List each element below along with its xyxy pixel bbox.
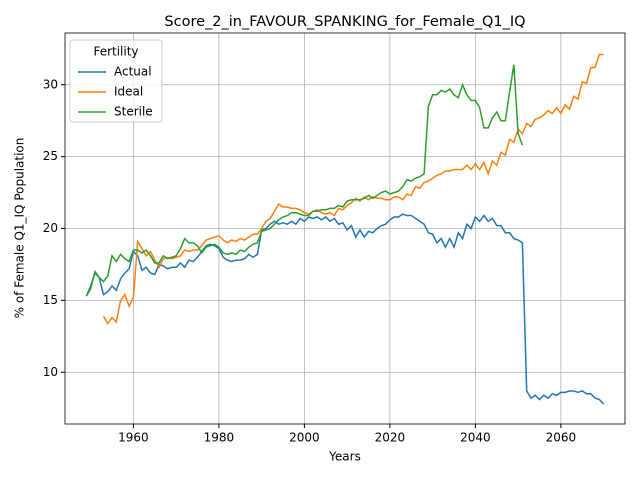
y-tick-label: 15 <box>43 293 58 307</box>
y-tick-label: 25 <box>43 149 58 163</box>
line-series <box>102 53 604 325</box>
legend-label: Actual <box>114 65 152 79</box>
x-tick-label: 2000 <box>289 431 320 445</box>
y-tick-label: 10 <box>43 365 58 379</box>
x-tick-label: 1960 <box>118 431 149 445</box>
y-axis-label: % of Female Q1_IQ Population <box>13 138 27 319</box>
y-tick-label: 20 <box>43 221 58 235</box>
legend-label: Sterile <box>114 105 153 119</box>
x-tick-label: 1980 <box>204 431 235 445</box>
legend-box <box>69 39 163 123</box>
x-tick-label: 2060 <box>546 431 577 445</box>
plot-frame <box>64 32 626 425</box>
x-axis-label: Years <box>328 450 361 464</box>
x-tick-label: 2020 <box>375 431 406 445</box>
legend-title: Fertility <box>93 45 138 59</box>
line-series <box>85 213 605 405</box>
y-tick-label: 30 <box>43 77 58 91</box>
x-tick-label: 2040 <box>460 431 491 445</box>
chart-title: Score_2_in_FAVOUR_SPANKING_for_Female_Q1… <box>164 14 525 30</box>
legend-label: Ideal <box>114 85 143 99</box>
line-series <box>85 64 524 297</box>
